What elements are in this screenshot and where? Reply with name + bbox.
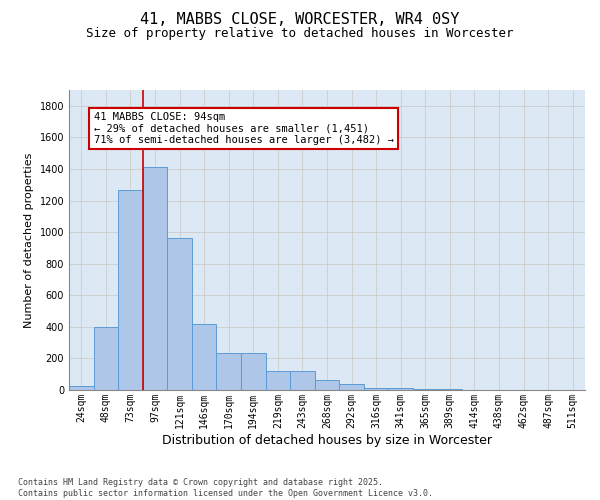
Bar — [217, 353, 241, 390]
Bar — [266, 371, 290, 390]
Bar — [241, 353, 266, 390]
Bar — [143, 168, 167, 390]
Bar — [94, 327, 118, 390]
Bar — [364, 388, 388, 390]
Text: 41, MABBS CLOSE, WORCESTER, WR4 0SY: 41, MABBS CLOSE, WORCESTER, WR4 0SY — [140, 12, 460, 28]
Bar — [69, 386, 94, 390]
Bar — [290, 371, 315, 390]
Y-axis label: Number of detached properties: Number of detached properties — [24, 152, 34, 328]
X-axis label: Distribution of detached houses by size in Worcester: Distribution of detached houses by size … — [162, 434, 492, 446]
Bar — [167, 238, 192, 390]
Bar — [388, 388, 413, 390]
Bar — [315, 380, 339, 390]
Bar — [118, 190, 143, 390]
Bar — [192, 324, 217, 390]
Bar — [413, 389, 437, 390]
Bar — [339, 384, 364, 390]
Text: Contains HM Land Registry data © Crown copyright and database right 2025.
Contai: Contains HM Land Registry data © Crown c… — [18, 478, 433, 498]
Text: 41 MABBS CLOSE: 94sqm
← 29% of detached houses are smaller (1,451)
71% of semi-d: 41 MABBS CLOSE: 94sqm ← 29% of detached … — [94, 112, 394, 146]
Text: Size of property relative to detached houses in Worcester: Size of property relative to detached ho… — [86, 28, 514, 40]
Bar — [437, 389, 462, 390]
